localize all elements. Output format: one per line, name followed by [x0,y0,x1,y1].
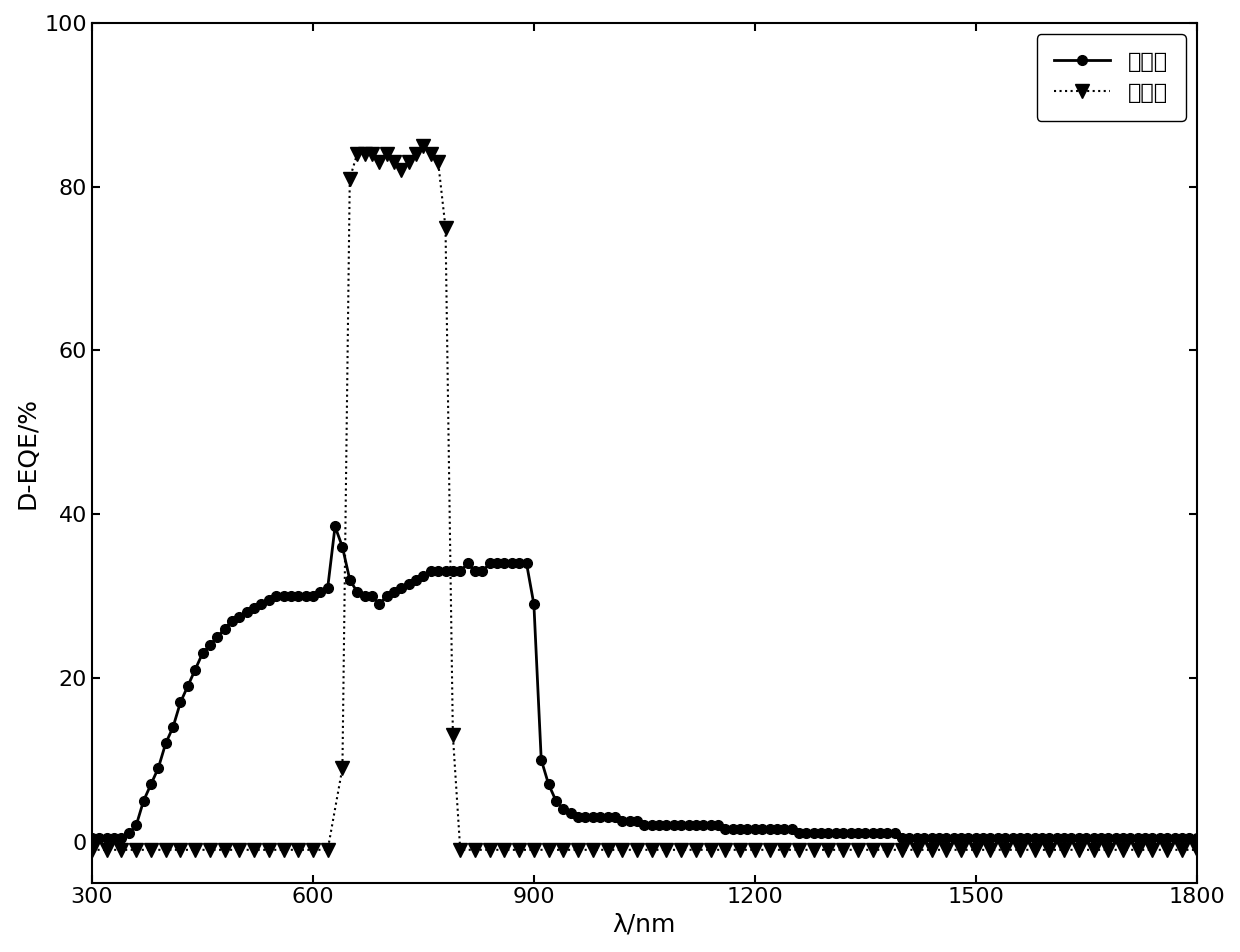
X-axis label: λ/nm: λ/nm [613,913,676,937]
辐照前 [84,832,99,843]
辐照后 [1189,844,1204,856]
辐照前 [327,521,342,532]
辐照前 [1189,832,1204,843]
辐照后 [84,844,99,856]
辐照前 [791,827,806,839]
辐照后 [968,844,983,856]
辐照后 [909,844,924,856]
辐照前 [763,823,777,835]
辐照前 [482,558,497,569]
Line: 辐照前: 辐照前 [87,522,1202,843]
辐照前 [630,816,645,827]
辐照后 [585,844,600,856]
辐照后 [159,844,174,856]
辐照前 [1174,832,1189,843]
Legend: 辐照前, 辐照后: 辐照前, 辐照后 [1037,34,1185,121]
Line: 辐照后: 辐照后 [86,139,1204,857]
辐照后 [99,844,114,856]
辐照后 [527,844,542,856]
Y-axis label: D-EQE/%: D-EQE/% [15,397,38,508]
辐照后 [415,140,430,151]
辐照前 [866,827,880,839]
